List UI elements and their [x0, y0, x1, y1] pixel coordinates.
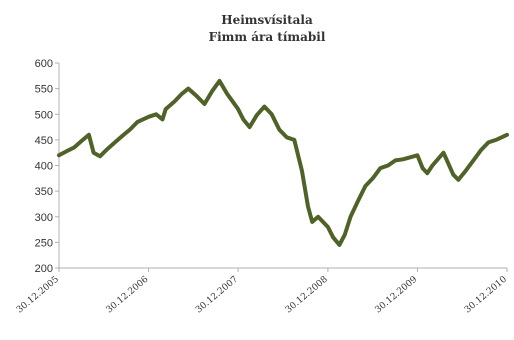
- y-tick-label: 300: [35, 212, 53, 224]
- y-tick-label: 250: [35, 237, 53, 249]
- y-tick-label: 350: [35, 186, 53, 198]
- y-tick-label: 450: [35, 135, 53, 147]
- x-tick-label: 30.12.2005: [15, 274, 61, 315]
- y-tick-label: 500: [35, 109, 53, 121]
- y-tick-label: 400: [35, 161, 53, 173]
- series-line: [57, 78, 509, 247]
- x-tick-label: 30.12.2009: [373, 274, 419, 315]
- y-axis-ticks: 200 250 300 350 400 450 500 550 600: [35, 58, 59, 275]
- y-tick-label: 550: [35, 84, 53, 96]
- y-tick-label: 200: [35, 263, 53, 275]
- y-tick-label: 600: [35, 58, 53, 70]
- x-tick-label: 30.12.2006: [105, 274, 151, 315]
- chart-subtitle: Fimm ára tímabil: [209, 30, 326, 44]
- x-tick-label: 30.12.2010: [463, 274, 509, 315]
- x-tick-label: 30.12.2007: [194, 274, 240, 315]
- plot-axes: [58, 63, 507, 269]
- x-axis-ticks: 30.12.2005 30.12.2006 30.12.2007 30.12.2008…: [15, 268, 509, 315]
- x-tick-label: 30.12.2008: [284, 274, 330, 315]
- chart-title: Heimsvísitala: [221, 13, 313, 27]
